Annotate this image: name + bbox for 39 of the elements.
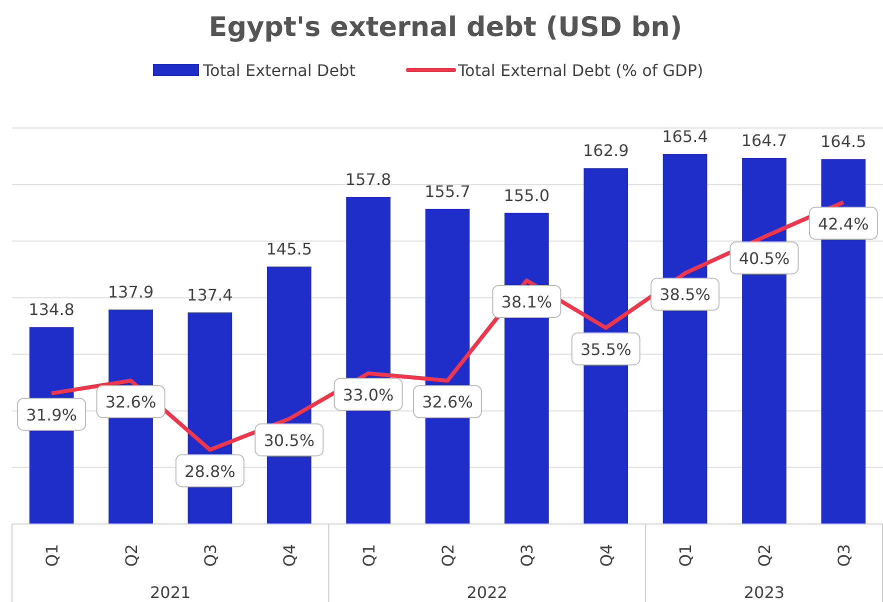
data-label: 145.5: [266, 240, 312, 259]
legend-label: Total External Debt (% of GDP): [457, 61, 704, 80]
x-tick-label: Q1: [676, 544, 696, 567]
data-label: 40.5%: [738, 248, 790, 268]
data-label: 33.0%: [342, 385, 394, 404]
x-tick-label: Q3: [834, 544, 854, 567]
x-tick-label: Q2: [755, 544, 774, 567]
x-tick-label: Q2: [438, 544, 458, 567]
text: 2021: [150, 583, 191, 602]
data-label: 164.7: [741, 130, 788, 150]
data-label: 155.7: [424, 182, 470, 201]
data-label: 155.0: [504, 186, 550, 205]
data-label: 165.4: [662, 127, 708, 146]
data-label: 38.1%: [501, 292, 552, 312]
chart-title: Egypt's external debt (USD bn): [208, 12, 682, 43]
x-tick-label: Q4: [280, 544, 300, 567]
x-tick-label: Q1: [42, 544, 62, 567]
legend-label: Total External Debt: [202, 61, 356, 80]
data-label: 38.5%: [660, 285, 710, 304]
data-label: 134.8: [28, 300, 74, 320]
data-label: 31.9%: [26, 405, 78, 424]
data-label: 137.9: [108, 282, 154, 302]
data-label: 32.6%: [105, 392, 156, 412]
data-label: 30.5%: [264, 430, 315, 450]
data-label: 28.8%: [184, 462, 236, 481]
x-tick-label: Q3: [200, 544, 220, 567]
data-label: 32.6%: [422, 392, 473, 412]
text: 2022: [466, 583, 508, 602]
text: 2023: [744, 583, 785, 602]
x-tick-label: Q2: [122, 544, 141, 567]
data-label: 137.4: [187, 285, 233, 304]
data-label: 157.8: [345, 170, 392, 190]
data-label: 162.9: [582, 141, 629, 160]
x-tick-label: Q4: [596, 544, 616, 567]
data-label: 35.5%: [580, 340, 632, 359]
x-tick-label: Q1: [359, 544, 378, 567]
data-label: 42.4%: [818, 214, 869, 234]
x-tick-label: Q3: [518, 544, 537, 567]
data-label: 164.5: [820, 132, 866, 152]
